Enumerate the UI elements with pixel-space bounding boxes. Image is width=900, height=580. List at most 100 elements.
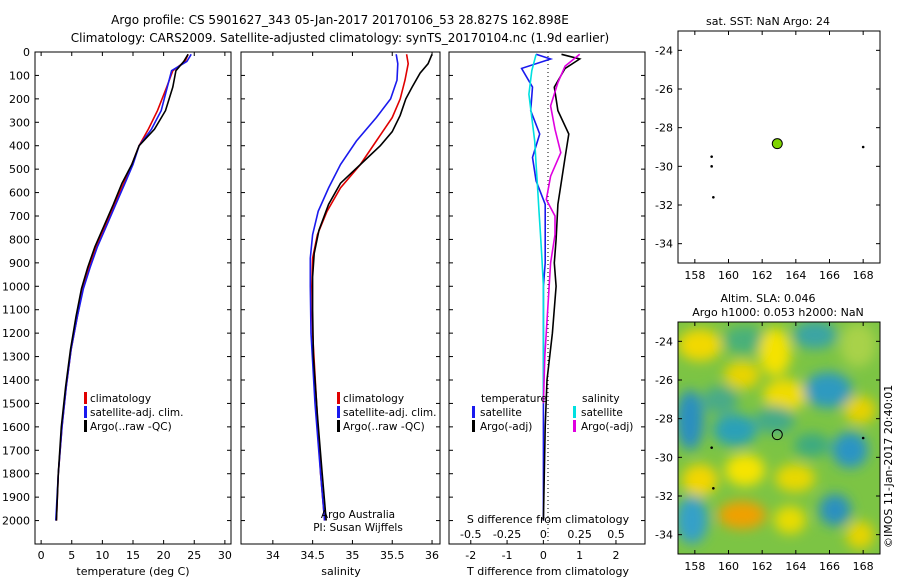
salinity-axes-frame (240, 51, 441, 545)
y-tick-label: 100 (9, 69, 30, 82)
y-tick-label: -26 (655, 374, 673, 387)
salinity-ticks: 34 34.5 35 35.5 36 (241, 51, 440, 562)
y-tick-label: -34 (655, 238, 673, 251)
figure-title-line1: Argo profile: CS 5901627_343 05-Jan-2017… (111, 13, 569, 27)
y-tick-label: 900 (9, 257, 30, 270)
difference-axes-frame (448, 51, 646, 545)
y-tick-label: -32 (655, 490, 673, 503)
difference-line-sargoadj (542, 53, 581, 404)
y-tick-label: 600 (9, 187, 30, 200)
legend-swatch-s-argo (573, 420, 576, 432)
y-tick-label: -26 (655, 83, 673, 96)
x-tick-label: 10 (95, 549, 109, 562)
legend-swatch-climatology (337, 392, 340, 404)
salinity-legend: climatology satellite-adj. clim. Argo(..… (337, 392, 436, 433)
legend-label-climatology: climatology (90, 393, 151, 405)
legend-header-temperature: temperature (481, 393, 547, 405)
difference-panel: -2 -1 0 1 2 -0.5 -0.25 0 0.25 0.5 S difference fr… (448, 51, 646, 578)
sla-map-frame (677, 321, 881, 555)
legend-label-s-satellite: satellite (581, 407, 623, 419)
x-tick-label: 160 (718, 269, 739, 282)
difference-xlabel-top: S difference from climatology (467, 513, 630, 526)
y-tick-label: 1200 (2, 327, 30, 340)
y-tick-label: 300 (9, 116, 30, 129)
x-tick-label: 166 (819, 269, 840, 282)
y-tick-label: -28 (655, 413, 673, 426)
y-tick-label: -28 (655, 122, 673, 135)
temperature-line-argorawqc (55, 53, 189, 521)
x-tick-label: 1 (576, 549, 583, 562)
x-tick-label: 158 (684, 269, 705, 282)
temperature-ticks: 0100200300400500600700800900100011001200… (2, 46, 232, 562)
difference-legend: temperature salinity satellite Argo(-adj… (472, 393, 633, 433)
legend-header-salinity: salinity (582, 393, 620, 405)
x-tick-label: 0 (38, 549, 45, 562)
sla-map-title-line2: Argo h1000: 0.053 h2000: NaN (692, 306, 864, 319)
sla-map-panel: Altim. SLA: 0.046 Argo h1000: 0.053 h200… (655, 292, 895, 573)
x-tick-label-top: 0.5 (607, 528, 625, 541)
imos-credit: ©IMOS 11-Jan-2017 20:40:01 (882, 385, 895, 548)
legend-swatch-satellite (337, 406, 340, 418)
x-tick-label: 164 (785, 269, 806, 282)
y-tick-label: 1600 (2, 421, 30, 434)
legend-swatch-argo (84, 420, 87, 432)
difference-xlabel: T difference from climatology (466, 565, 629, 578)
salinity-xlabel: salinity (321, 565, 361, 578)
x-tick-label: 0 (540, 549, 547, 562)
legend-swatch-climatology (84, 392, 87, 404)
x-tick-label: 15 (126, 549, 140, 562)
y-tick-label: 1300 (2, 351, 30, 364)
x-tick-label: 160 (718, 560, 739, 573)
legend-swatch-t-argo (472, 420, 475, 432)
sst-map-title: sat. SST: NaN Argo: 24 (706, 15, 830, 28)
sst-map-ticks: 158 160 162 164 166 168 -24 -26 -28 -30 -32 -34 (655, 31, 880, 282)
y-tick-label: 1400 (2, 374, 30, 387)
x-tick-label: 34 (266, 549, 280, 562)
legend-label-t-satellite: satellite (480, 407, 522, 419)
x-tick-label: 168 (853, 269, 874, 282)
nearby-profile-dot (861, 145, 865, 149)
y-tick-label: 1700 (2, 444, 30, 457)
sst-map-panel: sat. SST: NaN Argo: 24 158 160 162 164 166 16… (655, 15, 881, 282)
float-position-marker (771, 429, 783, 441)
x-tick-label: 36 (425, 549, 439, 562)
y-tick-label: -24 (655, 44, 673, 57)
temperature-legend: climatology satellite-adj. clim. Argo(..… (84, 392, 183, 433)
y-tick-label: 2000 (2, 515, 30, 528)
x-tick-label: 30 (218, 549, 232, 562)
x-tick-label: 164 (785, 560, 806, 573)
y-tick-label: 800 (9, 233, 30, 246)
x-tick-label: -2 (465, 549, 476, 562)
y-tick-label: -32 (655, 199, 673, 212)
x-tick-label: 162 (752, 269, 773, 282)
temperature-xlabel: temperature (deg C) (76, 565, 189, 578)
salinity-annotation-line1: Argo Australia (321, 509, 395, 521)
salinity-panel: 34 34.5 35 35.5 36 salinity climatology sate… (240, 51, 441, 578)
y-tick-label: -30 (655, 451, 673, 464)
x-tick-label: 162 (752, 560, 773, 573)
x-tick-label-top: 0 (540, 528, 547, 541)
sla-map-ticks: 158 160 162 164 166 168 -24 -26 -28 -30 -32 -34 (655, 322, 880, 573)
x-tick-label: 166 (819, 560, 840, 573)
temperature-series (55, 53, 192, 521)
x-tick-label: 35.5 (380, 549, 405, 562)
x-tick-label: 25 (187, 549, 201, 562)
nearby-profile-dot (712, 195, 715, 199)
legend-label-s-argo: Argo(-adj) (581, 421, 633, 433)
y-tick-label: 1000 (2, 280, 30, 293)
y-tick-label: 400 (9, 140, 30, 153)
legend-swatch-argo (337, 420, 340, 432)
nearby-profile-dot (861, 436, 865, 440)
y-tick-label: 1500 (2, 397, 30, 410)
nearby-profile-dot (710, 446, 713, 449)
x-tick-label-top: -0.25 (493, 528, 521, 541)
salinity-line-argorawqc (311, 53, 433, 521)
y-tick-label: -24 (655, 335, 673, 348)
sla-map-markers (710, 429, 865, 490)
y-tick-label: 0 (23, 46, 30, 59)
x-tick-label: 2 (612, 549, 619, 562)
float-position-marker (771, 138, 783, 150)
legend-label-t-argo: Argo(-adj) (480, 421, 532, 433)
y-tick-label: -30 (655, 160, 673, 173)
